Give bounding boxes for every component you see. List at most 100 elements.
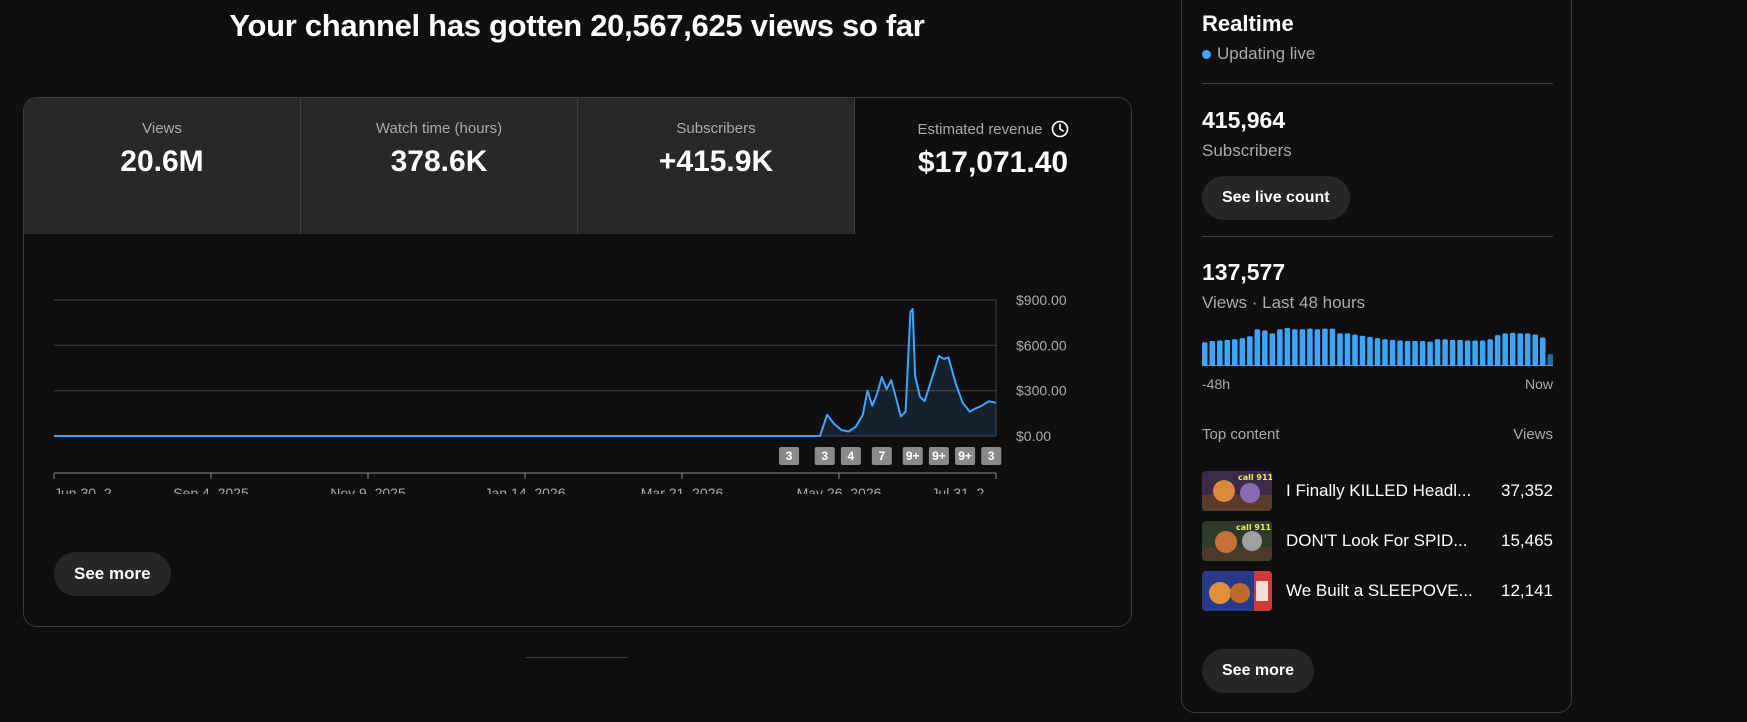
live-status: Updating live xyxy=(1217,44,1316,63)
see-live-count-button[interactable]: See live count xyxy=(1202,176,1350,220)
views-bar xyxy=(1284,328,1291,366)
x-tick-label: Nov 9, 2025 xyxy=(330,485,406,494)
views-bar xyxy=(1524,333,1531,366)
views-bar xyxy=(1307,328,1313,366)
upload-marker-label: 4 xyxy=(848,449,855,463)
x-tick-label: Jun 30, 2... xyxy=(54,485,123,494)
series-line xyxy=(54,308,997,437)
x-tick-label: Mar 21, 2026 xyxy=(641,485,724,494)
clock-icon[interactable] xyxy=(1051,120,1069,138)
views-bar xyxy=(1457,339,1463,366)
y-tick-label: $300.00 xyxy=(1016,383,1067,399)
views-bar xyxy=(1277,329,1283,366)
views-48h-label: Views · Last 48 hours xyxy=(1202,293,1366,312)
metric-tab-estimated-revenue[interactable]: Estimated revenue $17,071.40 xyxy=(855,98,1131,234)
metric-value: +415.9K xyxy=(658,145,774,178)
upload-marker-label: 3 xyxy=(786,449,793,463)
svg-text:call 911: call 911 xyxy=(1236,523,1272,532)
upload-marker xyxy=(814,447,835,465)
upload-marker xyxy=(955,447,976,465)
views-column-label: Views xyxy=(1513,426,1553,443)
views-bar xyxy=(1389,339,1396,366)
metric-tabs: Views 20.6M Watch time (hours) 378.6K Su… xyxy=(24,98,1131,234)
see-more-button[interactable]: See more xyxy=(54,552,171,596)
subscriber-label: Subscribers xyxy=(1202,141,1292,160)
metric-tab-subscribers[interactable]: Subscribers +415.9K xyxy=(578,98,855,234)
list-item[interactable]: We Built a SLEEPOVE... 12,141 xyxy=(1202,571,1553,611)
divider xyxy=(1202,236,1553,237)
views-bar xyxy=(1359,335,1366,366)
upload-marker xyxy=(928,447,949,465)
views-bar xyxy=(1269,333,1276,366)
bar-axis-end: Now xyxy=(1524,376,1553,392)
upload-marker xyxy=(871,447,892,465)
metric-label: Subscribers xyxy=(676,120,756,137)
views-48h-count: 137,577 xyxy=(1202,259,1286,285)
views-bar xyxy=(1427,341,1433,366)
views-bar xyxy=(1367,336,1373,366)
upload-marker-label: 7 xyxy=(878,449,885,463)
top-content-list: call 911 I Finally KILLED Headl... 37,35… xyxy=(1202,471,1553,611)
views-bar xyxy=(1502,333,1508,366)
metric-tab-views[interactable]: Views 20.6M xyxy=(24,98,301,234)
views-bar xyxy=(1374,338,1381,366)
upload-marker-label: 9+ xyxy=(932,449,946,463)
y-tick-label: $900.00 xyxy=(1016,292,1067,308)
views-bar xyxy=(1202,342,1208,366)
upload-marker-label: 3 xyxy=(988,449,995,463)
views-bar xyxy=(1382,339,1388,366)
views-bar xyxy=(1517,333,1523,366)
x-tick-label: May 26, 2026 xyxy=(797,485,882,494)
views-bar xyxy=(1487,339,1493,366)
views-bar xyxy=(1262,330,1268,366)
views-bar xyxy=(1292,329,1298,366)
views-bar xyxy=(1434,339,1441,366)
views-bar xyxy=(1442,339,1448,366)
realtime-see-more-button[interactable]: See more xyxy=(1202,649,1315,693)
views-bar xyxy=(1217,340,1223,366)
metric-label: Watch time (hours) xyxy=(375,120,503,137)
views-bar xyxy=(1322,328,1328,366)
x-tick-label: Jul 31, 2... xyxy=(931,485,996,494)
views-bar xyxy=(1329,328,1336,366)
views-48h-bar-chart xyxy=(1202,328,1553,366)
views-bar xyxy=(1412,341,1418,366)
live-dot-icon xyxy=(1202,49,1211,59)
metric-tab-watch-time[interactable]: Watch time (hours) 378.6K xyxy=(301,98,578,234)
channel-views-headline: Your channel has gotten 20,567,625 views… xyxy=(229,8,925,43)
video-title: We Built a SLEEPOVE... xyxy=(1286,581,1473,600)
realtime-card: Realtime Updating live 415,964 Subscribe… xyxy=(1181,0,1572,713)
views-bar xyxy=(1419,341,1426,366)
views-bar xyxy=(1397,340,1403,366)
realtime-title: Realtime xyxy=(1202,11,1294,36)
divider xyxy=(1202,83,1553,84)
views-bar xyxy=(1449,339,1456,366)
views-bar xyxy=(1352,334,1358,366)
list-item[interactable]: call 911 I Finally KILLED Headl... 37,35… xyxy=(1202,471,1553,511)
views-bar xyxy=(1209,341,1216,366)
video-views: 37,352 xyxy=(1501,481,1553,500)
views-bar xyxy=(1494,335,1501,366)
views-bar xyxy=(1254,329,1261,366)
y-tick-label: $0.00 xyxy=(1016,428,1051,444)
series-area xyxy=(54,309,996,436)
views-bar xyxy=(1509,332,1516,366)
section-divider xyxy=(526,657,628,658)
upload-marker-label: 9+ xyxy=(958,449,972,463)
bar-axis-start: -48h xyxy=(1202,376,1231,392)
views-bar xyxy=(1224,339,1231,366)
upload-marker xyxy=(902,447,923,465)
views-bar xyxy=(1532,334,1538,366)
metric-label: Views xyxy=(142,120,182,137)
video-thumbnail: call 911 xyxy=(1202,471,1272,511)
upload-marker xyxy=(840,447,861,465)
upload-marker-label: 3 xyxy=(821,449,828,463)
views-bar xyxy=(1539,337,1546,366)
analytics-card: Views 20.6M Watch time (hours) 378.6K Su… xyxy=(23,97,1132,627)
views-bar xyxy=(1239,338,1246,366)
x-tick-label: Jan 14, 2026 xyxy=(485,485,566,494)
views-bar xyxy=(1247,336,1253,366)
list-item[interactable]: call 911 DON'T Look For SPID... 15,465 xyxy=(1202,521,1553,561)
metric-label: Estimated revenue xyxy=(917,120,1043,138)
views-bar xyxy=(1337,333,1343,366)
